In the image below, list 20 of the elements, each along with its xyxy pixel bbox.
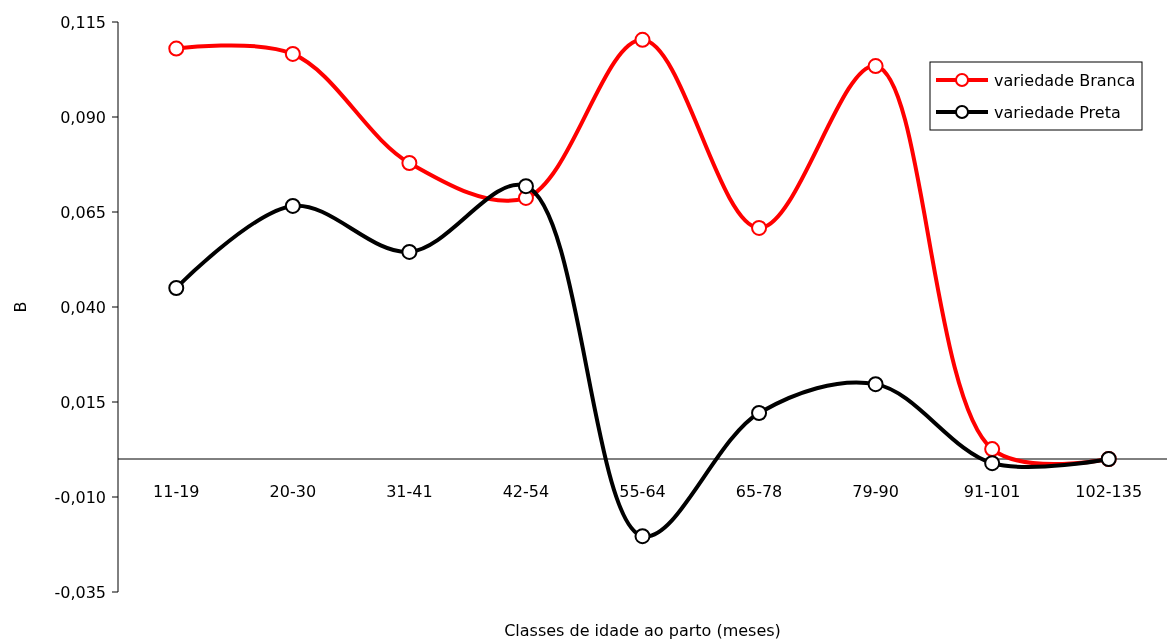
x-tick-label: 55-64	[619, 482, 666, 501]
x-axis-title: Classes de idade ao parto (meses)	[504, 621, 781, 640]
legend-label: variedade Preta	[994, 102, 1121, 122]
x-tick-label: 42-54	[502, 482, 550, 501]
x-tick-label: 20-30	[269, 482, 317, 501]
y-tick-label: -0,035	[54, 582, 106, 602]
y-tick-label: 0,015	[60, 392, 106, 412]
x-tick-label: 11-19	[153, 482, 200, 501]
y-tick-label: 0,065	[60, 202, 106, 222]
y-tick-label: 0,040	[60, 297, 106, 317]
y-tick-label: -0,010	[54, 487, 106, 507]
y-tick-label: 0,115	[60, 12, 106, 32]
x-tick-label: 65-78	[735, 482, 783, 501]
x-tick-label: 31-41	[386, 482, 433, 501]
x-tick-label: 91-101	[963, 482, 1021, 501]
y-axis-title: B	[11, 301, 30, 313]
x-tick-label: 102-135	[1075, 482, 1143, 501]
legend-label: variedade Branca	[994, 70, 1136, 90]
x-tick-label: 79-90	[852, 482, 899, 501]
y-tick-label: 0,090	[60, 107, 106, 127]
